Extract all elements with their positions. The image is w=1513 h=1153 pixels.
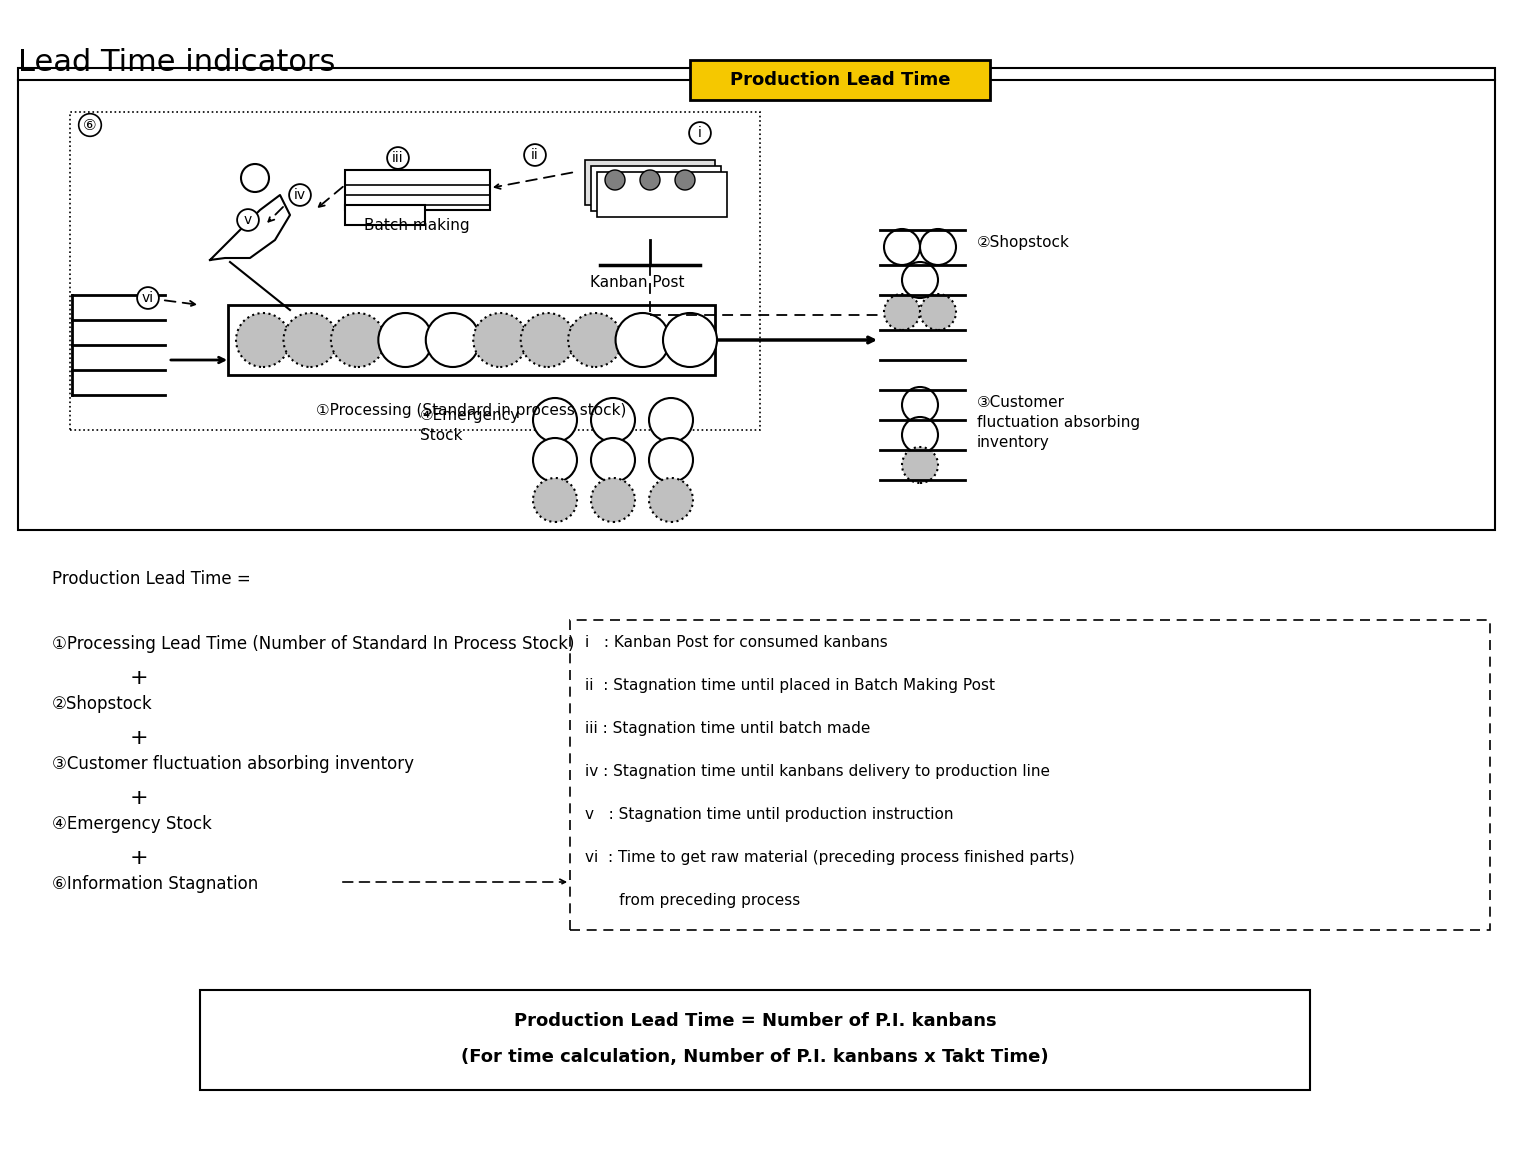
Text: ③Customer
fluctuation absorbing
inventory: ③Customer fluctuation absorbing inventor… [977, 395, 1141, 450]
Text: vi  : Time to get raw material (preceding process finished parts): vi : Time to get raw material (preceding… [586, 850, 1074, 865]
Text: +: + [130, 668, 148, 688]
Text: iii: iii [392, 151, 404, 165]
Circle shape [902, 262, 938, 297]
Text: ⑥: ⑥ [83, 118, 97, 133]
Text: ④Emergency
Stock: ④Emergency Stock [421, 408, 520, 443]
Text: Kanban Post: Kanban Post [590, 276, 684, 291]
Text: iv : Stagnation time until kanbans delivery to production line: iv : Stagnation time until kanbans deliv… [586, 764, 1050, 779]
Text: ii: ii [531, 148, 539, 163]
Circle shape [663, 312, 717, 367]
Circle shape [283, 312, 337, 367]
Text: ③Customer fluctuation absorbing inventory: ③Customer fluctuation absorbing inventor… [51, 755, 415, 773]
Text: +: + [130, 728, 148, 748]
Circle shape [533, 478, 576, 522]
Text: Production Lead Time: Production Lead Time [729, 71, 950, 89]
Text: +: + [130, 847, 148, 868]
Bar [345, 205, 425, 225]
Circle shape [920, 229, 956, 265]
Text: +: + [130, 787, 148, 808]
Circle shape [236, 312, 290, 367]
Bar [228, 306, 716, 375]
Circle shape [649, 478, 693, 522]
Circle shape [425, 312, 480, 367]
Text: iii : Stagnation time until batch made: iii : Stagnation time until batch made [586, 721, 870, 736]
Circle shape [640, 169, 660, 190]
Bar [200, 990, 1310, 1090]
Polygon shape [210, 195, 290, 259]
Text: i   : Kanban Post for consumed kanbans: i : Kanban Post for consumed kanbans [586, 635, 888, 650]
Circle shape [378, 312, 433, 367]
Text: iv: iv [294, 188, 306, 202]
Bar [18, 68, 1495, 530]
Text: from preceding process: from preceding process [586, 894, 800, 909]
Text: Production Lead Time =: Production Lead Time = [51, 570, 251, 588]
Circle shape [520, 312, 575, 367]
Circle shape [605, 169, 625, 190]
Text: ①Processing Lead Time (Number of Standard In Process Stock): ①Processing Lead Time (Number of Standar… [51, 635, 575, 653]
Text: ①Processing (Standard in process stock): ①Processing (Standard in process stock) [316, 404, 626, 419]
Text: ②Shopstock: ②Shopstock [51, 695, 153, 713]
Circle shape [884, 229, 920, 265]
Text: v   : Stagnation time until production instruction: v : Stagnation time until production ins… [586, 807, 953, 822]
Circle shape [902, 417, 938, 453]
Circle shape [616, 312, 670, 367]
Circle shape [902, 447, 938, 483]
Text: ii  : Stagnation time until placed in Batch Making Post: ii : Stagnation time until placed in Bat… [586, 678, 996, 693]
Circle shape [592, 398, 635, 442]
Text: ④Emergency Stock: ④Emergency Stock [51, 815, 212, 832]
Bar [570, 620, 1490, 930]
Circle shape [533, 438, 576, 482]
Circle shape [331, 312, 384, 367]
Bar [592, 166, 722, 211]
Circle shape [592, 438, 635, 482]
Text: v: v [244, 213, 253, 227]
Circle shape [241, 164, 269, 193]
Bar [70, 112, 760, 430]
Bar [690, 60, 990, 100]
Circle shape [533, 398, 576, 442]
Text: ⑥Information Stagnation: ⑥Information Stagnation [51, 875, 259, 894]
Text: Batch making: Batch making [365, 218, 471, 233]
Bar [586, 160, 716, 205]
Circle shape [592, 478, 635, 522]
Text: i: i [697, 126, 702, 140]
Circle shape [675, 169, 694, 190]
Circle shape [884, 294, 920, 330]
Bar [598, 172, 728, 217]
Text: Lead Time indicators: Lead Time indicators [18, 48, 336, 77]
Text: (For time calculation, Number of P.I. kanbans x Takt Time): (For time calculation, Number of P.I. ka… [461, 1048, 1049, 1067]
Circle shape [920, 294, 956, 330]
Text: vi: vi [142, 291, 154, 306]
Text: Production Lead Time = Number of P.I. kanbans: Production Lead Time = Number of P.I. ka… [514, 1012, 997, 1030]
Circle shape [649, 398, 693, 442]
Circle shape [474, 312, 527, 367]
Circle shape [902, 387, 938, 423]
Bar [345, 169, 490, 210]
Circle shape [567, 312, 622, 367]
Circle shape [649, 438, 693, 482]
Text: ②Shopstock: ②Shopstock [977, 235, 1070, 250]
